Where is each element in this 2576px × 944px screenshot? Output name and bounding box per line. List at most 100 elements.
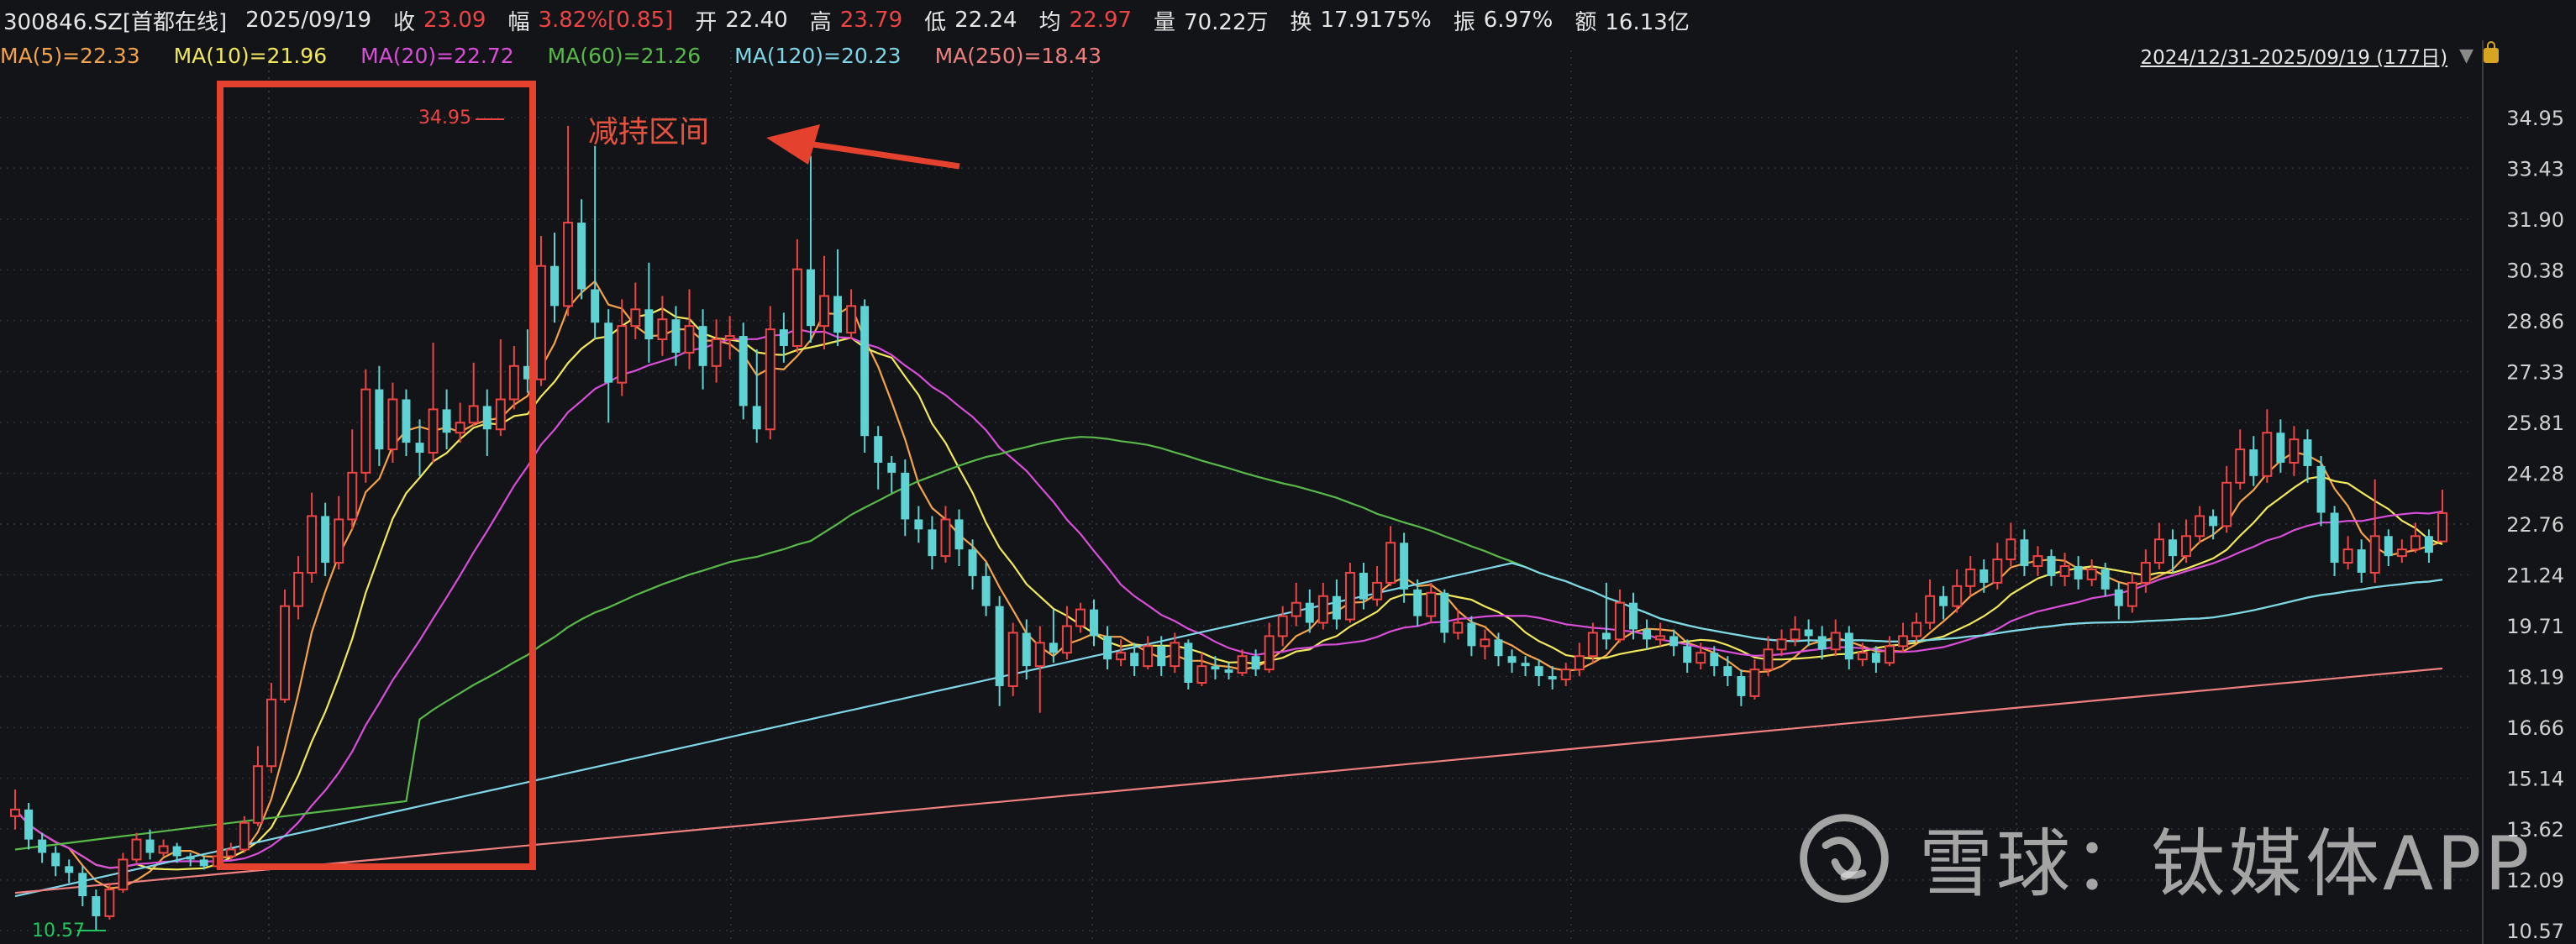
candle-body [604, 323, 613, 383]
date-range-selector[interactable]: 2024/12/31-2025/09/19 (177日) ▼ [2140, 39, 2499, 72]
candle [1022, 619, 1031, 680]
candle-body [1184, 642, 1193, 683]
candle [1979, 559, 1989, 593]
candle [1130, 642, 1139, 677]
candle-body [860, 306, 870, 437]
candle-body [2396, 548, 2407, 558]
stock-symbol: 300846.SZ[首都在线] [3, 9, 228, 35]
candle-body [1426, 591, 1437, 617]
candle [334, 496, 344, 569]
candle-body [671, 319, 681, 353]
candle [914, 506, 923, 543]
date-range-label[interactable]: 2024/12/31-2025/09/19 (177日) [2140, 47, 2448, 69]
candle [1291, 582, 1301, 627]
avg-label: 均 [1038, 9, 1061, 35]
candle-body [819, 295, 829, 328]
candle [1264, 622, 1275, 674]
candle-body [1587, 632, 1598, 658]
candle [1911, 612, 1922, 643]
candles [10, 125, 2447, 931]
candle [1184, 639, 1193, 690]
candle-body [846, 305, 857, 334]
candle [2020, 529, 2029, 576]
candle [1629, 592, 1638, 640]
candle-body [1857, 652, 1868, 661]
candle-body [2059, 565, 2070, 577]
candle [577, 199, 586, 300]
y-tick-label: 30.38 [2506, 259, 2564, 282]
caret-down-icon[interactable]: ▼ [2459, 45, 2473, 66]
candle-body [1034, 642, 1045, 668]
y-tick-label: 27.33 [2506, 361, 2564, 385]
candle [375, 365, 384, 466]
candle-body [1143, 645, 1154, 668]
candle-body [523, 365, 532, 380]
candle-body [1614, 601, 1625, 641]
reduction-period-box [217, 81, 536, 870]
candle-body [415, 443, 424, 454]
candle [1737, 669, 1746, 706]
candle [901, 459, 910, 537]
candle [2074, 556, 2083, 590]
candle [1830, 619, 1841, 657]
candle-body [468, 405, 479, 424]
low-value: 22.24 [954, 8, 1017, 33]
candle [1400, 532, 1409, 603]
y-tick-label: 19.71 [2506, 615, 2564, 638]
candle [1749, 659, 1760, 700]
candle-body [2330, 512, 2339, 564]
candle [2357, 539, 2366, 583]
candle-body [1695, 652, 1706, 664]
amplitude-label: 振 [1453, 9, 1475, 35]
high-label: 高 [809, 9, 832, 35]
watermark: 雪球：钛媒体APP [1798, 805, 2532, 911]
candle [1521, 656, 1530, 677]
candle-body [1291, 601, 1301, 617]
candle [833, 249, 843, 346]
candle-body [1264, 635, 1275, 671]
candle [1467, 616, 1476, 657]
candle [617, 299, 628, 396]
candle [1898, 622, 1908, 653]
ma120-legend: MA(120)=20.23 [734, 43, 902, 68]
candle-body [2114, 589, 2123, 606]
y-tick-label: 18.19 [2506, 665, 2564, 689]
candle-body [1749, 669, 1760, 697]
candle-body [535, 265, 546, 380]
candle-body [1090, 609, 1098, 637]
lock-icon[interactable] [2484, 41, 2499, 63]
candle [455, 402, 465, 443]
y-tick-label: 25.81 [2506, 412, 2564, 435]
candle-body [2262, 432, 2273, 477]
candle-body [158, 845, 169, 854]
candle [1372, 566, 1383, 606]
candle [1601, 582, 1611, 650]
candle [225, 842, 236, 860]
candle [630, 282, 641, 340]
candle [1007, 622, 1018, 696]
ma10-legend: MA(10)=21.96 [173, 43, 328, 68]
candle [24, 802, 34, 850]
candle [550, 232, 559, 323]
candle [1034, 626, 1045, 713]
candle [2047, 549, 2056, 586]
candle-body [657, 318, 668, 341]
candle [1655, 622, 1666, 647]
candle [874, 426, 883, 490]
turnover-label: 换 [1290, 9, 1312, 35]
candle-body [617, 325, 628, 384]
candle-body [78, 873, 87, 897]
candle [1170, 632, 1180, 674]
annotation-arrow-shaft [812, 141, 960, 170]
candle [2342, 536, 2353, 569]
candle [1075, 602, 1086, 633]
candle [2410, 522, 2421, 553]
candle [644, 262, 654, 363]
y-tick-label: 22.76 [2506, 513, 2564, 537]
candle [2369, 479, 2380, 583]
candle-body [131, 838, 142, 861]
candle-body [51, 852, 60, 867]
candle-body [591, 289, 600, 323]
candle [1385, 526, 1396, 586]
candle-body [981, 575, 991, 606]
